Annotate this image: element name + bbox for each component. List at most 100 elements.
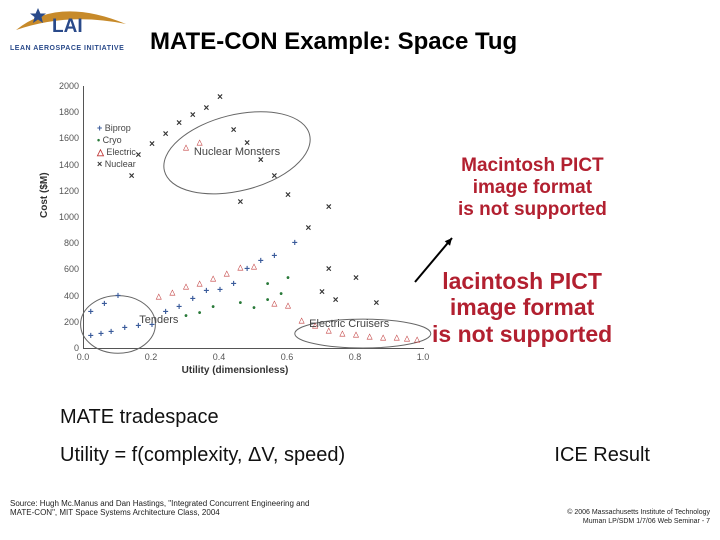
y-tick: 0	[35, 343, 79, 353]
legend-item: △ Electric	[97, 146, 136, 158]
chart-legend: + Biprop• Cryo△ Electric× Nuclear	[97, 122, 136, 171]
data-point: △	[414, 336, 420, 346]
data-point: +	[292, 240, 298, 250]
data-point: ×	[353, 275, 359, 285]
data-point: △	[339, 330, 345, 340]
legend-item: • Cryo	[97, 134, 136, 146]
data-point: •	[183, 313, 189, 323]
data-point: •	[197, 310, 203, 320]
data-point: +	[122, 325, 128, 335]
tradespace-chart: Cost ($M) 020040060080010001200140016001…	[35, 78, 435, 378]
data-point: ×	[326, 204, 332, 214]
pict-error-message: Macintosh PICTimage formatis not support…	[458, 155, 607, 221]
y-tick: 1000	[35, 212, 79, 222]
legend-label: Cryo	[103, 135, 122, 145]
data-point: +	[101, 301, 107, 311]
data-point: △	[156, 293, 162, 303]
caption-utility: Utility = f(complexity, ΔV, speed)	[60, 444, 345, 467]
data-point: ×	[190, 112, 196, 122]
data-point: +	[217, 287, 223, 297]
data-point: •	[285, 275, 291, 285]
data-point: +	[190, 296, 196, 306]
y-tick: 800	[35, 238, 79, 248]
data-point: ×	[231, 127, 237, 137]
data-point: △	[197, 280, 203, 290]
data-point: •	[251, 305, 257, 315]
data-point: +	[203, 288, 209, 298]
data-point: ×	[203, 105, 209, 115]
legend-marker: +	[97, 123, 105, 133]
legend-label: Biprop	[105, 123, 131, 133]
data-point: △	[237, 264, 243, 274]
data-point: •	[265, 297, 271, 307]
data-point: ×	[319, 289, 325, 299]
logo: LAI LEAN AEROSPACE INITIATIVE	[8, 6, 128, 52]
data-point: •	[210, 304, 216, 314]
data-point: +	[88, 333, 94, 343]
data-point: ×	[326, 266, 332, 276]
y-tick: 400	[35, 291, 79, 301]
data-point: △	[367, 333, 373, 343]
data-point: △	[404, 335, 410, 345]
chart-annotation: Electric Cruisers	[309, 318, 389, 330]
data-point: ×	[333, 297, 339, 307]
x-tick: 0.6	[281, 352, 294, 362]
data-point: +	[258, 258, 264, 268]
caption-ice-result: ICE Result	[554, 444, 650, 467]
legend-marker: ×	[97, 159, 105, 169]
data-point: △	[169, 289, 175, 299]
data-point: △	[394, 334, 400, 344]
logo-swoosh-icon: LAI	[8, 6, 128, 42]
data-point: ×	[285, 192, 291, 202]
data-point: ×	[163, 131, 169, 141]
data-point: +	[98, 331, 104, 341]
caption-tradespace: MATE tradespace	[60, 406, 219, 429]
copyright-text: © 2006 Massachusetts Institute of Techno…	[567, 509, 710, 526]
data-point: ×	[305, 225, 311, 235]
legend-label: Electric	[106, 147, 136, 157]
data-point: •	[265, 281, 271, 291]
data-point: △	[183, 144, 189, 154]
y-tick: 200	[35, 317, 79, 327]
data-point: △	[224, 270, 230, 280]
data-point: △	[353, 331, 359, 341]
data-point: △	[271, 300, 277, 310]
x-tick: 0.4	[213, 352, 226, 362]
x-axis-label: Utility (dimensionless)	[35, 365, 435, 376]
legend-item: + Biprop	[97, 122, 136, 134]
data-point: △	[285, 302, 291, 312]
data-point: +	[231, 281, 237, 291]
y-tick: 2000	[35, 81, 79, 91]
data-point: •	[278, 291, 284, 301]
y-tick: 1600	[35, 133, 79, 143]
chart-annotation: Tenders	[139, 314, 178, 326]
data-point: ×	[217, 94, 223, 104]
data-point: ×	[373, 300, 379, 310]
y-tick: 1800	[35, 107, 79, 117]
y-tick: 600	[35, 264, 79, 274]
legend-label: Nuclear	[105, 159, 136, 169]
data-point: +	[88, 309, 94, 319]
x-tick: 0.0	[77, 352, 90, 362]
x-tick: 0.2	[145, 352, 158, 362]
data-point: ×	[135, 152, 141, 162]
chart-annotation: Nuclear Monsters	[194, 146, 280, 158]
data-point: +	[244, 266, 250, 276]
data-point: •	[237, 300, 243, 310]
legend-marker: △	[97, 147, 106, 157]
data-point: +	[108, 329, 114, 339]
y-tick: 1200	[35, 186, 79, 196]
y-tick: 1400	[35, 160, 79, 170]
data-point: ×	[271, 173, 277, 183]
data-point: △	[299, 317, 305, 327]
data-point: ×	[237, 199, 243, 209]
data-point: △	[380, 334, 386, 344]
slide: LAI LEAN AEROSPACE INITIATIVE MATE-CON E…	[0, 0, 720, 540]
data-point: +	[115, 293, 121, 303]
slide-title: MATE-CON Example: Space Tug	[150, 28, 517, 56]
pict-error-message: lacintosh PICTimage formatis not support…	[432, 268, 612, 347]
x-tick: 1.0	[417, 352, 430, 362]
data-point: ×	[258, 157, 264, 167]
svg-text:LAI: LAI	[52, 16, 83, 37]
data-point: +	[176, 304, 182, 314]
